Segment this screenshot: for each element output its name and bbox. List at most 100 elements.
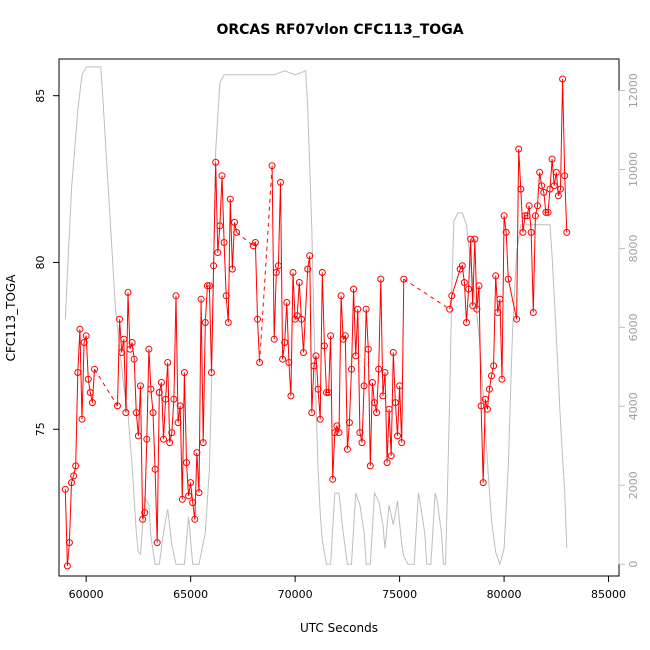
primary-point xyxy=(544,208,552,216)
primary-point xyxy=(274,262,282,270)
primary-point xyxy=(308,409,316,417)
primary-point xyxy=(366,462,374,470)
primary-point xyxy=(465,285,473,293)
x-tick-label: 85000 xyxy=(591,588,626,601)
primary-point xyxy=(513,315,521,323)
y-tick-label: 80 xyxy=(34,255,47,269)
primary-point xyxy=(488,372,495,380)
x-tick-label: 60000 xyxy=(69,588,104,601)
primary-point xyxy=(143,435,151,443)
primary-point xyxy=(86,389,94,396)
primary-point xyxy=(333,422,341,430)
primary-point xyxy=(458,262,466,270)
primary-point xyxy=(381,369,389,376)
primary-point xyxy=(183,459,190,467)
x-tick-label: 80000 xyxy=(487,588,522,601)
primary-point xyxy=(364,345,372,353)
primary-point xyxy=(550,182,558,190)
primary-point xyxy=(473,305,481,313)
primary-point xyxy=(517,185,525,193)
primary-point xyxy=(542,208,550,216)
primary-point xyxy=(479,479,487,487)
primary-point xyxy=(155,389,163,396)
primary-point xyxy=(354,305,362,313)
primary-point xyxy=(295,279,303,286)
y2-tick-label: 4000 xyxy=(627,392,640,420)
primary-point xyxy=(277,178,284,186)
y2-axis: 0 2000 4000 6000 8000 10000 12000 xyxy=(618,73,640,568)
primary-point xyxy=(529,309,537,316)
primary-point xyxy=(563,228,571,236)
x-tick-label: 65000 xyxy=(173,588,208,601)
y-axis: 75 80 85 xyxy=(34,89,60,436)
primary-point xyxy=(191,515,199,523)
primary-point xyxy=(189,499,197,507)
primary-point xyxy=(141,509,149,517)
primary-point xyxy=(312,352,320,360)
primary-series-line xyxy=(449,78,568,483)
primary-point xyxy=(124,289,132,296)
primary-point xyxy=(375,365,383,373)
primary-point xyxy=(385,405,393,413)
primary-point xyxy=(285,359,293,366)
primary-point xyxy=(279,355,287,363)
primary-point xyxy=(128,339,136,346)
primary-point xyxy=(74,369,82,376)
primary-point xyxy=(492,272,500,280)
primary-point xyxy=(157,379,165,386)
secondary-series-line xyxy=(64,66,568,566)
primary-point xyxy=(546,185,554,193)
y2-tick-label: 6000 xyxy=(627,313,640,341)
primary-point xyxy=(396,382,404,390)
primary-point xyxy=(327,332,335,340)
primary-point xyxy=(268,162,276,170)
primary-point xyxy=(178,495,186,503)
primary-point xyxy=(554,192,562,200)
primary-point xyxy=(231,218,238,226)
primary-point xyxy=(68,479,75,487)
primary-point xyxy=(212,158,220,166)
primary-point xyxy=(383,459,391,467)
primary-point xyxy=(78,415,86,423)
primary-point xyxy=(331,429,339,437)
primary-point xyxy=(220,239,228,246)
y-tick-label: 75 xyxy=(34,422,47,436)
primary-point xyxy=(114,402,121,410)
primary-point xyxy=(552,168,560,176)
primary-point xyxy=(343,445,351,453)
primary-point xyxy=(193,449,201,457)
y-tick-label: 85 xyxy=(34,89,47,103)
primary-point xyxy=(65,539,73,547)
primary-point xyxy=(126,345,134,353)
primary-series-gap xyxy=(259,165,273,363)
primary-point xyxy=(289,269,297,276)
primary-point xyxy=(172,292,180,300)
primary-series-gap xyxy=(236,232,254,247)
primary-point xyxy=(314,385,322,393)
primary-point xyxy=(139,515,147,523)
primary-point xyxy=(72,462,80,470)
y2-tick-label: 8000 xyxy=(627,234,640,262)
primary-point xyxy=(358,439,366,447)
primary-point xyxy=(523,212,531,220)
primary-point xyxy=(536,168,544,176)
primary-point xyxy=(203,282,211,290)
primary-point xyxy=(471,235,479,243)
primary-point xyxy=(147,385,155,393)
primary-point xyxy=(180,369,188,376)
primary-point xyxy=(398,439,406,447)
primary-point xyxy=(134,432,142,440)
primary-point xyxy=(483,405,491,413)
primary-point xyxy=(500,212,508,220)
primary-point xyxy=(379,392,387,400)
primary-point xyxy=(504,275,512,283)
primary-point xyxy=(557,185,564,193)
primary-point xyxy=(498,375,506,383)
primary-point xyxy=(166,439,174,447)
primary-point xyxy=(525,202,533,210)
primary-point xyxy=(538,182,546,190)
primary-point xyxy=(63,562,71,570)
primary-point xyxy=(490,362,498,370)
primary-point xyxy=(205,282,213,290)
